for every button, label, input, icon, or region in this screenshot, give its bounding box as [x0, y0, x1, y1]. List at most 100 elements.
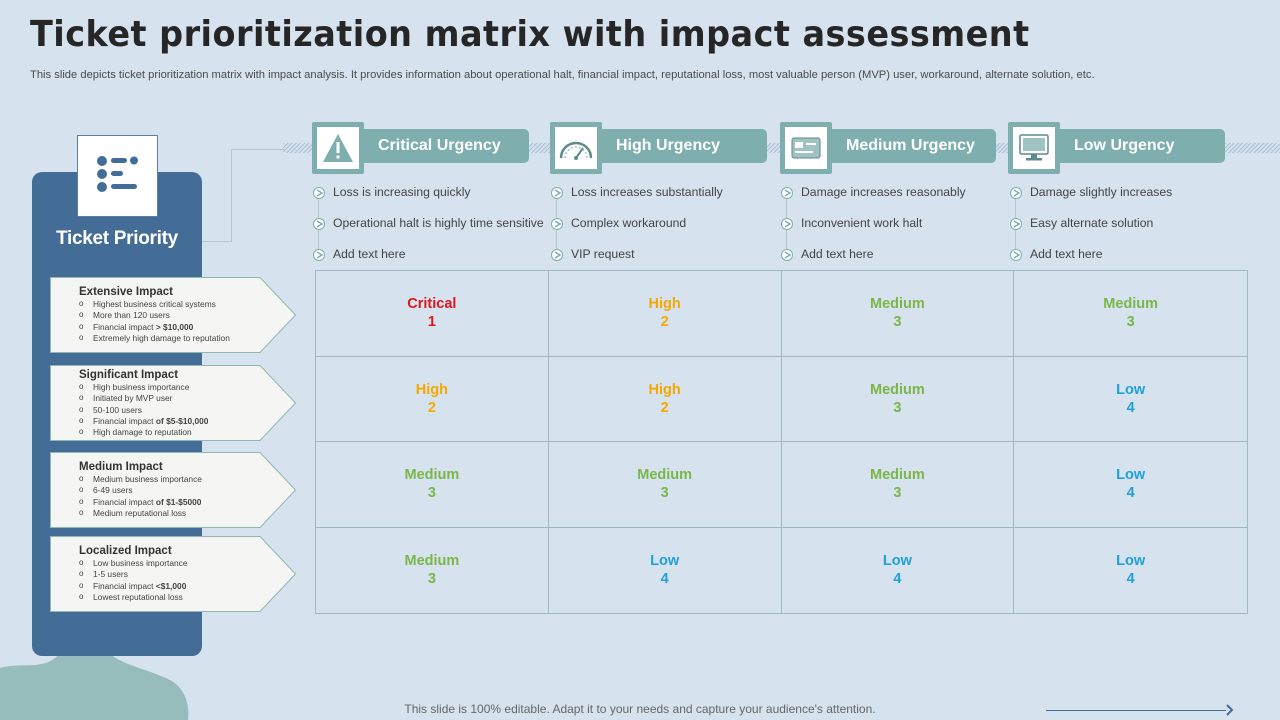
bullet-text: Inconvenient work halt	[801, 216, 923, 230]
impact-box-localized: Localized Impact Low business importance…	[50, 536, 296, 612]
monitor-icon	[1019, 134, 1049, 161]
speedometer-icon	[559, 141, 593, 160]
priority-number: 4	[1126, 399, 1135, 416]
impact-amount: of $1-$5000	[155, 496, 202, 507]
priority-number: 3	[1126, 314, 1135, 331]
urgency-bullet: Damage increases reasonably	[781, 183, 966, 214]
priority-number: 3	[893, 399, 902, 416]
matrix-cell: Low 4	[549, 527, 782, 613]
connector-line	[202, 149, 232, 242]
urgency-bullet: VIP request	[551, 245, 723, 276]
bullet-arrow-icon	[781, 249, 793, 261]
urgency-icon-box	[312, 122, 364, 174]
page-title: Ticket prioritization matrix with impact…	[30, 14, 1030, 55]
priority-number: 2	[660, 399, 669, 416]
priority-list-icon	[96, 156, 138, 192]
matrix-cell: High 2	[548, 356, 782, 442]
matrix-cell: Low 4	[1014, 442, 1247, 528]
impact-item: More than 120 users	[79, 309, 279, 321]
matrix-cell: Medium 3	[1014, 271, 1247, 357]
priority-level: Medium	[869, 467, 925, 484]
urgency-header-high: High Urgency	[550, 122, 767, 174]
impact-title: Medium Impact	[79, 461, 163, 473]
bullet-arrow-icon	[1010, 218, 1022, 230]
impact-item: Initiated by MVP user	[79, 392, 279, 404]
impact-item: Financial impact of $1-$5000	[79, 496, 279, 508]
matrix-cell: High 2	[548, 271, 782, 357]
bullet-text: Damage increases reasonably	[801, 185, 966, 199]
hatch-divider	[766, 143, 780, 153]
urgency-bullet: Add text here	[781, 245, 966, 276]
connector-line	[232, 149, 284, 150]
urgency-bullet: Complex workaround	[551, 214, 723, 245]
hatch-divider	[1225, 143, 1280, 153]
matrix-cell: Medium 3	[781, 271, 1015, 357]
bullet-text: Add text here	[801, 247, 874, 261]
impact-item: Financial impact > $10,000	[79, 321, 279, 333]
bullet-arrow-icon	[1010, 187, 1022, 199]
urgency-header-low: Low Urgency	[1008, 122, 1225, 174]
urgency-bullets-low: Damage slightly increases Easy alternate…	[1010, 183, 1172, 276]
impact-item: Extremely high damage to reputation	[79, 332, 279, 344]
next-arrow-icon[interactable]	[1224, 704, 1234, 716]
priority-number: 3	[660, 485, 669, 502]
impact-box-significant: Significant Impact High business importa…	[50, 365, 296, 441]
bullet-text: Operational halt is highly time sensitiv…	[333, 216, 544, 230]
bullet-text: Complex workaround	[571, 216, 687, 230]
impact-item: Financial impact of $5-$10,000	[79, 415, 279, 427]
priority-level: Low	[882, 553, 912, 570]
priority-level: Low	[1116, 381, 1146, 398]
urgency-bullet: Add text here	[313, 245, 544, 276]
urgency-bullet: Inconvenient work halt	[781, 214, 966, 245]
impact-item: Medium reputational loss	[79, 507, 279, 519]
impact-item: Lowest reputational loss	[79, 591, 279, 603]
matrix-cell: Critical 1	[316, 271, 549, 357]
bullet-arrow-icon	[551, 249, 563, 261]
urgency-bullet: Loss increases substantially	[551, 183, 723, 214]
urgency-label: Critical Urgency	[352, 129, 529, 163]
urgency-bullet: Easy alternate solution	[1010, 214, 1172, 245]
matrix-cell: High 2	[316, 356, 549, 442]
card-icon	[791, 137, 821, 159]
bullet-text: Add text here	[1030, 247, 1103, 261]
impact-title: Localized Impact	[79, 545, 172, 557]
matrix-cell: Low 4	[1014, 357, 1247, 442]
urgency-bullet: Add text here	[1010, 245, 1172, 276]
ticket-priority-icon-box	[77, 135, 158, 217]
urgency-bullets-critical: Loss is increasing quickly Operational h…	[313, 183, 544, 276]
impact-amount: <$1,000	[155, 580, 187, 591]
matrix-cell: Medium 3	[548, 442, 782, 528]
priority-level: Medium	[869, 296, 925, 313]
bullet-arrow-icon	[781, 187, 793, 199]
priority-level: Low	[1116, 467, 1146, 484]
urgency-bullet: Damage slightly increases	[1010, 183, 1172, 214]
priority-level: High	[415, 381, 448, 398]
priority-level: Medium	[869, 381, 925, 398]
priority-number: 3	[893, 314, 902, 331]
urgency-header-medium: Medium Urgency	[780, 122, 996, 174]
warning-icon	[323, 134, 353, 162]
matrix-cell: Low 4	[1014, 528, 1247, 614]
hatch-divider	[528, 143, 550, 153]
ticket-priority-label: Ticket Priority	[56, 228, 178, 249]
bullet-text: VIP request	[571, 247, 635, 261]
priority-number: 3	[427, 485, 436, 502]
impact-item: High damage to reputation	[79, 426, 279, 438]
urgency-header-critical: Critical Urgency	[312, 122, 529, 174]
bullet-text: Damage slightly increases	[1030, 185, 1173, 199]
priority-number: 4	[893, 571, 902, 588]
urgency-bullet: Operational halt is highly time sensitiv…	[313, 214, 544, 245]
hatch-divider	[995, 143, 1008, 153]
footer-divider	[1046, 710, 1226, 711]
impact-box-extensive: Extensive Impact Highest business critic…	[50, 277, 296, 353]
priority-level: Medium	[1103, 296, 1159, 313]
priority-number: 2	[427, 399, 436, 416]
impact-item: Highest business critical systems	[79, 298, 279, 310]
bullet-arrow-icon	[313, 249, 325, 261]
decorative-blob	[0, 646, 189, 720]
bullet-arrow-icon	[551, 187, 563, 199]
impact-item: 1-5 users	[79, 568, 279, 580]
impact-title: Significant Impact	[79, 369, 179, 381]
matrix-cell: Medium 3	[316, 442, 549, 528]
bullet-arrow-icon	[781, 218, 793, 230]
